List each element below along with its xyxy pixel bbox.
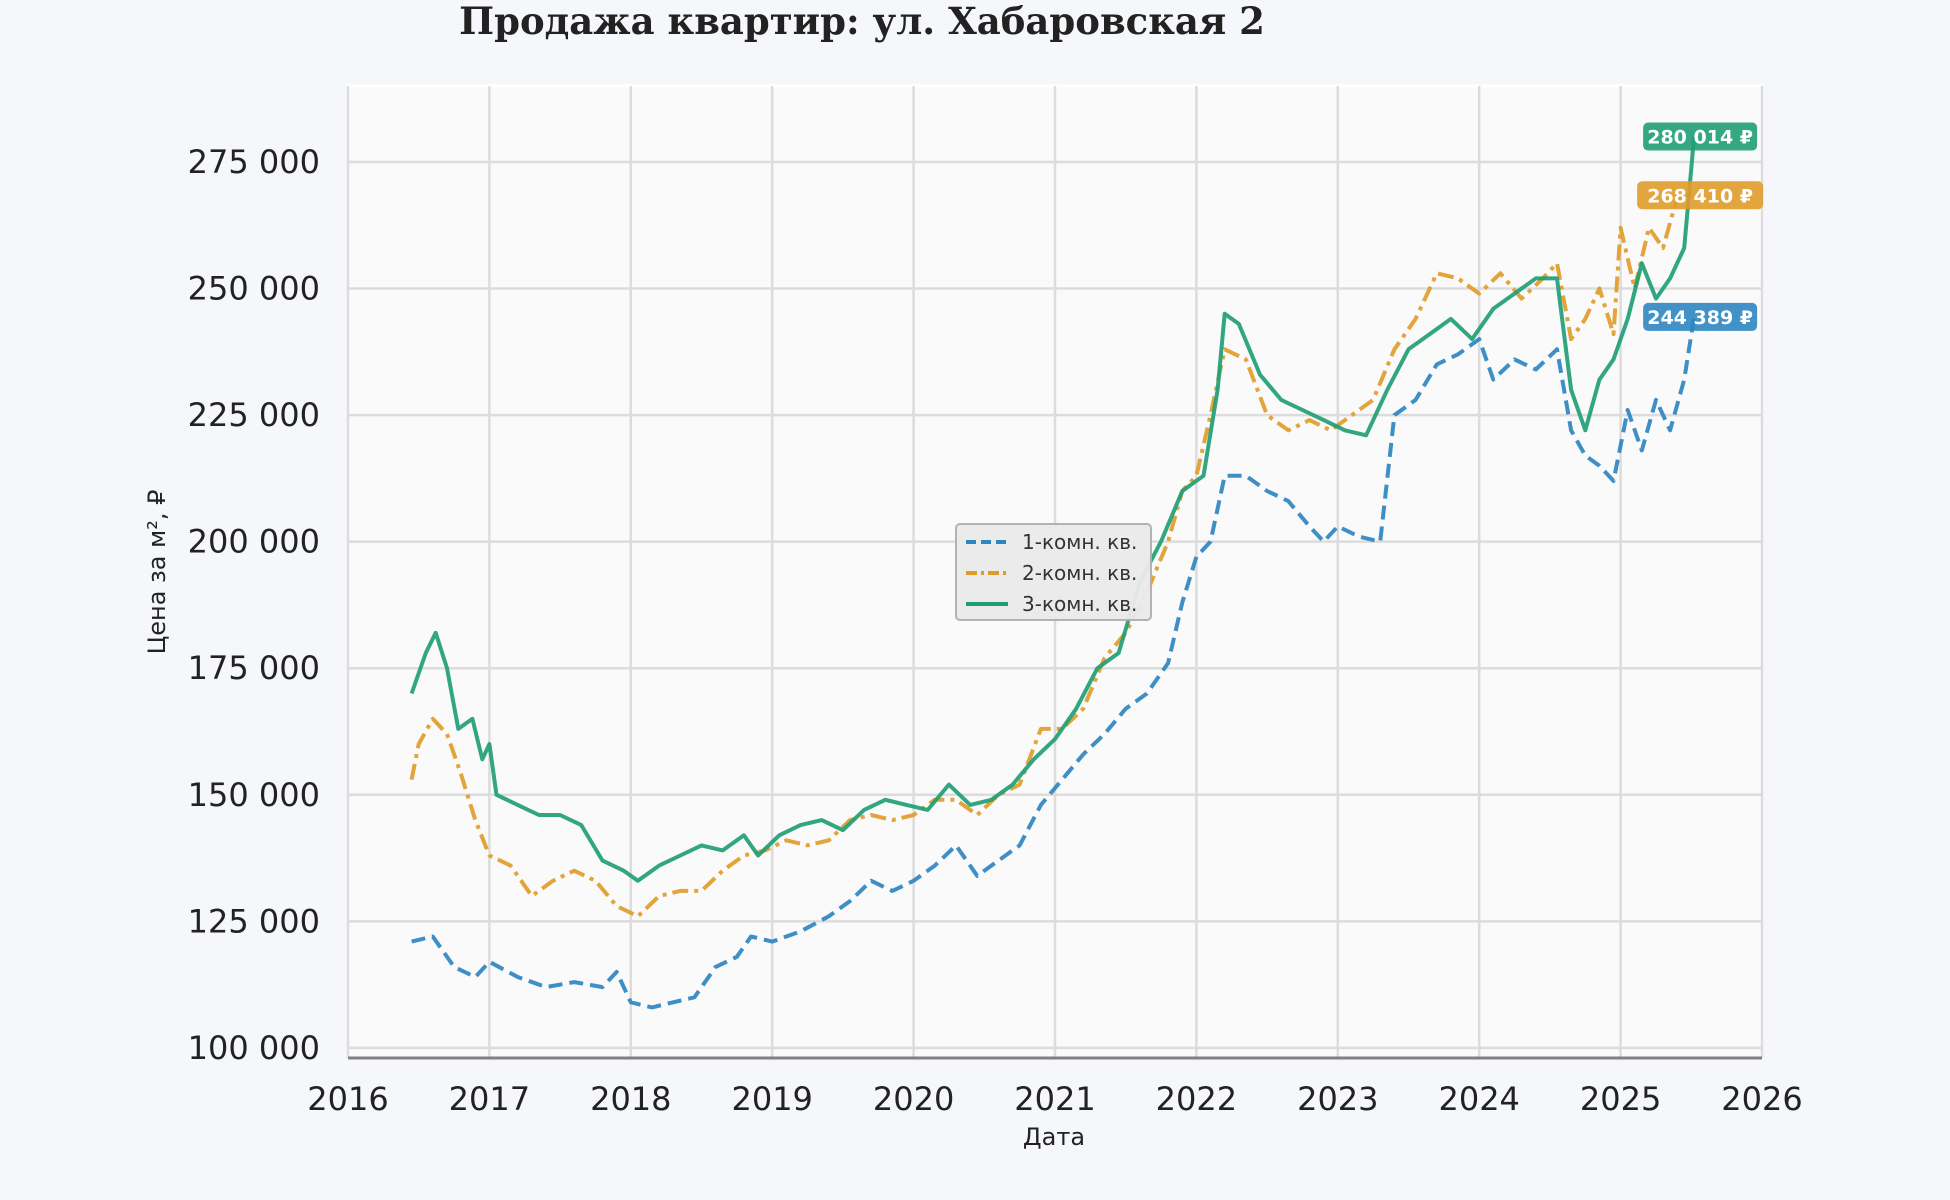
x-tick-label: 2024 (1438, 1080, 1519, 1118)
y-tick-label: 175 000 (188, 649, 320, 687)
y-tick-label: 250 000 (188, 270, 320, 308)
x-tick-label: 2018 (590, 1080, 671, 1118)
legend-label-3: 3-комн. кв. (1022, 592, 1137, 616)
y-tick-label: 275 000 (188, 143, 320, 181)
y-tick-label: 225 000 (188, 396, 320, 434)
y-tick-label: 100 000 (188, 1029, 320, 1067)
x-tick-label: 2020 (873, 1080, 954, 1118)
series-lines (409, 136, 1697, 1010)
value-badge-2 (1637, 181, 1764, 210)
series-line-1 (411, 316, 1697, 1010)
series-line-2 (409, 193, 1695, 919)
chart-title: Продажа квартир: ул. Хабаровская 2 (459, 0, 1265, 43)
value-badge-label-1: 244 389 ₽ (1647, 307, 1753, 329)
legend-label-2: 2-комн. кв. (1022, 561, 1137, 585)
legend-box (955, 523, 1152, 621)
series-line-3 (409, 136, 1697, 883)
x-tick-label: 2023 (1297, 1080, 1378, 1118)
x-axis-label: Дата (1023, 1123, 1085, 1151)
last-value-badges: 244 389 ₽ 268 410 ₽ 280 014 ₽ (1637, 122, 1764, 331)
value-badge-label-3: 280 014 ₽ (1647, 127, 1753, 149)
value-badge-3 (1643, 122, 1758, 151)
x-tick-label: 2022 (1156, 1080, 1237, 1118)
x-tick-label: 2025 (1580, 1080, 1661, 1118)
y-tick-label: 200 000 (188, 523, 320, 561)
y-tick-label: 150 000 (188, 776, 320, 814)
x-tick-labels: 2016 2017 2018 2019 2020 2021 2022 2023 2024 2025… (307, 1080, 1802, 1118)
value-badge-label-2: 268 410 ₽ (1647, 185, 1753, 207)
x-tick-label: 2019 (731, 1080, 812, 1118)
value-badge-1 (1643, 302, 1758, 331)
legend-label-1: 1-комн. кв. (1022, 530, 1137, 554)
x-tick-label: 2026 (1721, 1080, 1802, 1118)
y-tick-labels: 100 000 125 000 150 000 175 000 200 000 225 0… (188, 143, 320, 1067)
x-tick-label: 2016 (307, 1080, 388, 1118)
grid-lines (346, 86, 1764, 1058)
x-tick-label: 2017 (449, 1080, 530, 1118)
legend: 1-комн. кв. 2-комн. кв. 3-комн. кв. (955, 523, 1152, 621)
x-tick-label: 2021 (1014, 1080, 1095, 1118)
y-tick-label: 125 000 (188, 902, 320, 940)
y-axis-label: Цена за м², ₽ (143, 490, 171, 655)
